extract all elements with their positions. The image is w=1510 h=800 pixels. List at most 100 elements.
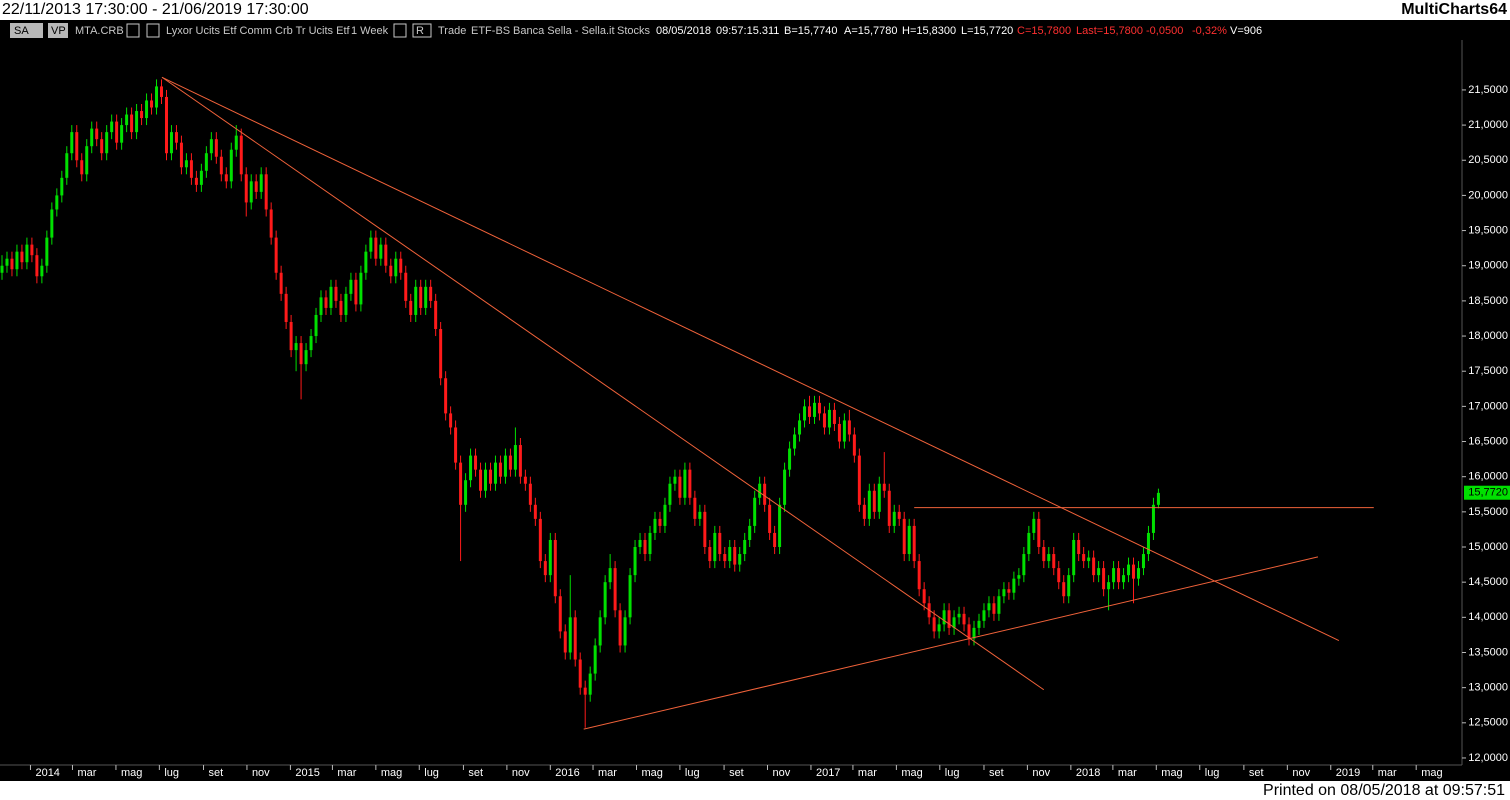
- toolbar-label[interactable]: VP: [51, 25, 66, 37]
- toolbar-label: Banca Sella - Sella.it: [513, 25, 615, 37]
- candle-body: [110, 121, 114, 133]
- candle-body: [728, 547, 732, 562]
- candle-body: [140, 111, 144, 119]
- candle-body: [174, 132, 178, 143]
- candle-body: [1102, 568, 1106, 590]
- candle-body: [917, 561, 921, 590]
- candle-body: [538, 518, 542, 562]
- candle-body: [239, 135, 243, 175]
- candle-body: [219, 156, 223, 175]
- candle-body: [1127, 564, 1131, 576]
- candle-body: [35, 255, 39, 277]
- quote-change: -0,0500: [1146, 25, 1183, 37]
- candle-body: [454, 427, 458, 463]
- candle-body: [673, 476, 677, 484]
- candle-body: [912, 525, 916, 562]
- candle-body: [479, 469, 483, 491]
- candle-body: [1077, 539, 1081, 555]
- toolbar-label: MTA.CRB: [75, 25, 124, 37]
- candle-body: [598, 617, 602, 646]
- dropdown[interactable]: [146, 23, 160, 38]
- candle-body: [548, 539, 552, 576]
- y-tick-label: 17,0000: [1468, 400, 1508, 412]
- candle-body: [419, 286, 423, 308]
- candle-body: [872, 490, 876, 512]
- dropdown[interactable]: [393, 23, 407, 38]
- time-axis: [0, 765, 1510, 781]
- candle-body: [70, 132, 74, 154]
- candle-body: [832, 409, 836, 424]
- candle-body: [1156, 492, 1160, 505]
- candle-body: [648, 532, 652, 555]
- x-tick-label: set: [729, 767, 744, 779]
- candle-body: [160, 86, 164, 97]
- candle-body: [693, 497, 697, 519]
- y-tick-label: 12,0000: [1468, 752, 1508, 764]
- candle-body: [95, 128, 99, 140]
- candle-body: [877, 483, 881, 512]
- button[interactable]: [10, 23, 43, 38]
- candle-body: [264, 174, 268, 210]
- candle-body: [558, 596, 562, 632]
- x-tick-label: nov: [1032, 767, 1050, 779]
- quote-close: C=15,7800: [1017, 25, 1071, 37]
- candle-body: [513, 445, 517, 470]
- toolbar: [0, 20, 1510, 40]
- candle-body: [842, 420, 846, 442]
- y-tick-label: 12,5000: [1468, 717, 1508, 729]
- x-tick-label: mar: [858, 767, 877, 779]
- candle-body: [1057, 568, 1061, 583]
- toolbar-label[interactable]: SA: [14, 25, 29, 37]
- dropdown[interactable]: [126, 23, 140, 38]
- candle-body: [274, 237, 278, 273]
- button[interactable]: [412, 23, 432, 38]
- trendline: [161, 76, 1340, 641]
- candle-body: [55, 195, 59, 210]
- candle-body: [857, 455, 861, 505]
- candle-body: [424, 286, 428, 308]
- candle-body: [488, 469, 492, 484]
- candle-body: [708, 547, 712, 562]
- candle-body: [773, 532, 777, 548]
- candle-body: [678, 476, 682, 498]
- y-tick-label: 18,5000: [1468, 295, 1508, 307]
- quote-date: 08/05/2018: [656, 25, 711, 37]
- candle-body: [852, 434, 856, 456]
- y-tick-label: 20,0000: [1468, 189, 1508, 201]
- candle-body: [523, 476, 527, 484]
- plot: [0, 76, 1374, 730]
- candle-body: [932, 617, 936, 632]
- candle-body: [668, 483, 672, 505]
- candle-body: [812, 402, 816, 417]
- candle-body: [155, 86, 159, 108]
- toolbar-label[interactable]: R: [416, 25, 424, 37]
- candle-body: [339, 300, 343, 315]
- candle-body: [289, 321, 293, 351]
- candle-body: [603, 582, 607, 618]
- candle-body: [319, 297, 323, 315]
- candle-body: [404, 272, 408, 301]
- candle-body: [249, 181, 253, 203]
- candle-body: [803, 406, 807, 421]
- candle-body: [847, 420, 851, 435]
- candle-body: [1002, 589, 1006, 597]
- candle-body: [15, 251, 19, 270]
- candle-body: [922, 589, 926, 604]
- candle-body: [768, 504, 772, 533]
- quote-low: L=15,7720: [961, 25, 1013, 37]
- candle-body: [354, 279, 358, 305]
- candle-body: [508, 455, 512, 470]
- candle-body: [713, 532, 717, 562]
- x-tick-label: lug: [164, 767, 179, 779]
- candle-body: [130, 114, 134, 133]
- candle-body: [698, 511, 702, 519]
- date-range: 22/11/2013 17:30:00 - 21/06/2019 17:30:0…: [2, 1, 309, 18]
- candle-body: [628, 575, 632, 618]
- candle-body: [518, 445, 522, 477]
- app-name: MultiCharts64: [1401, 1, 1507, 18]
- candle-body: [1141, 554, 1145, 569]
- button[interactable]: [48, 23, 68, 38]
- candle-body: [972, 627, 976, 639]
- candle-body: [563, 631, 567, 653]
- candle-body: [294, 343, 298, 351]
